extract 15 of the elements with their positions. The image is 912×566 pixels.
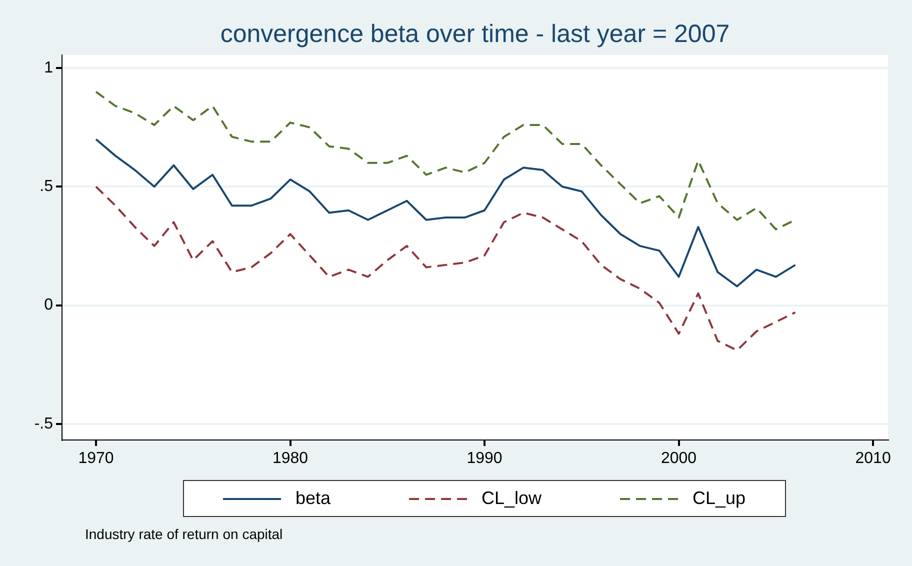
y-tick-label: -.5 <box>34 415 54 432</box>
legend-label: CL_low <box>481 488 542 509</box>
line-series <box>94 186 796 352</box>
x-tick-label: 2000 <box>660 450 697 468</box>
legend-label: beta <box>295 488 331 509</box>
y-tick-label: 1 <box>44 59 54 76</box>
y-tick-label: .5 <box>40 178 54 196</box>
chart-title: convergence beta over time - last year = 2007 <box>219 20 731 49</box>
x-tick-label: 1980 <box>272 450 308 468</box>
legend-label: CL_up <box>692 488 746 509</box>
text: Industry rate of return on capital <box>85 526 283 542</box>
x-tick-label: 1970 <box>78 450 114 468</box>
x-tick-label: 2010 <box>855 450 891 468</box>
y-tick-label: 0 <box>44 296 54 314</box>
x-tick-label: 1990 <box>466 450 502 468</box>
